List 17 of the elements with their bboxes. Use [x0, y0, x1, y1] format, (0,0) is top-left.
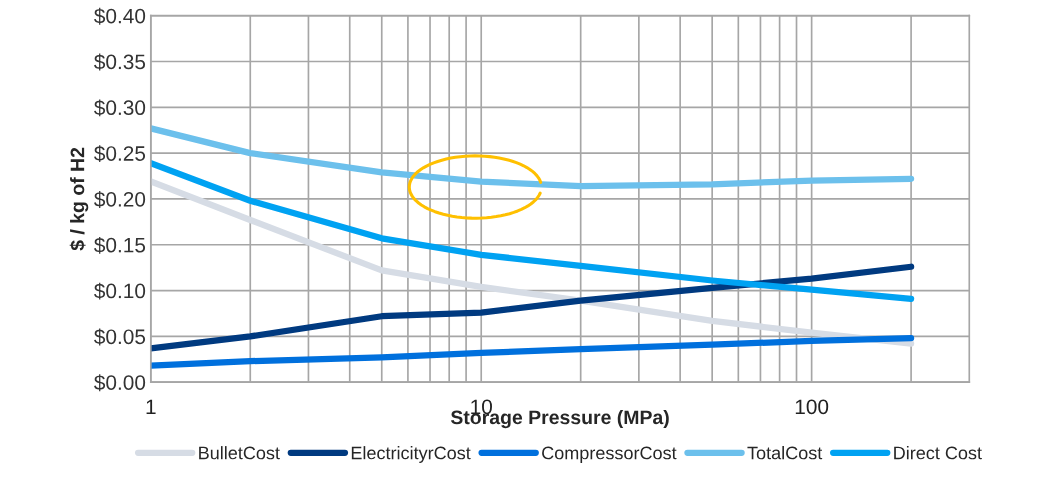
legend-label: ElectricityrCost [351, 446, 471, 463]
y-axis-title: $ / kg of H2 [69, 147, 89, 251]
y-tick-label: $0.05 [94, 328, 146, 346]
y-tick-label: $0.25 [94, 145, 146, 163]
y-tick-label: $0.30 [94, 99, 146, 117]
y-tick-label: $0.35 [94, 53, 146, 71]
x-tick-label: 1 [146, 399, 156, 414]
y-tick-label: $0.10 [94, 282, 146, 300]
y-tick-label: $0.15 [94, 236, 146, 254]
y-tick-label: $0.00 [94, 374, 146, 392]
legend-label: BulletCost [199, 446, 280, 460]
x-tick-label: 100 [795, 399, 829, 415]
y-tick-label: $0.20 [94, 191, 146, 208]
legend-label: CompressorCost [542, 446, 677, 463]
legend-label: Direct Cost [894, 446, 982, 460]
legend-label: TotalCost [747, 446, 823, 460]
y-tick-label: $0.40 [94, 7, 146, 25]
